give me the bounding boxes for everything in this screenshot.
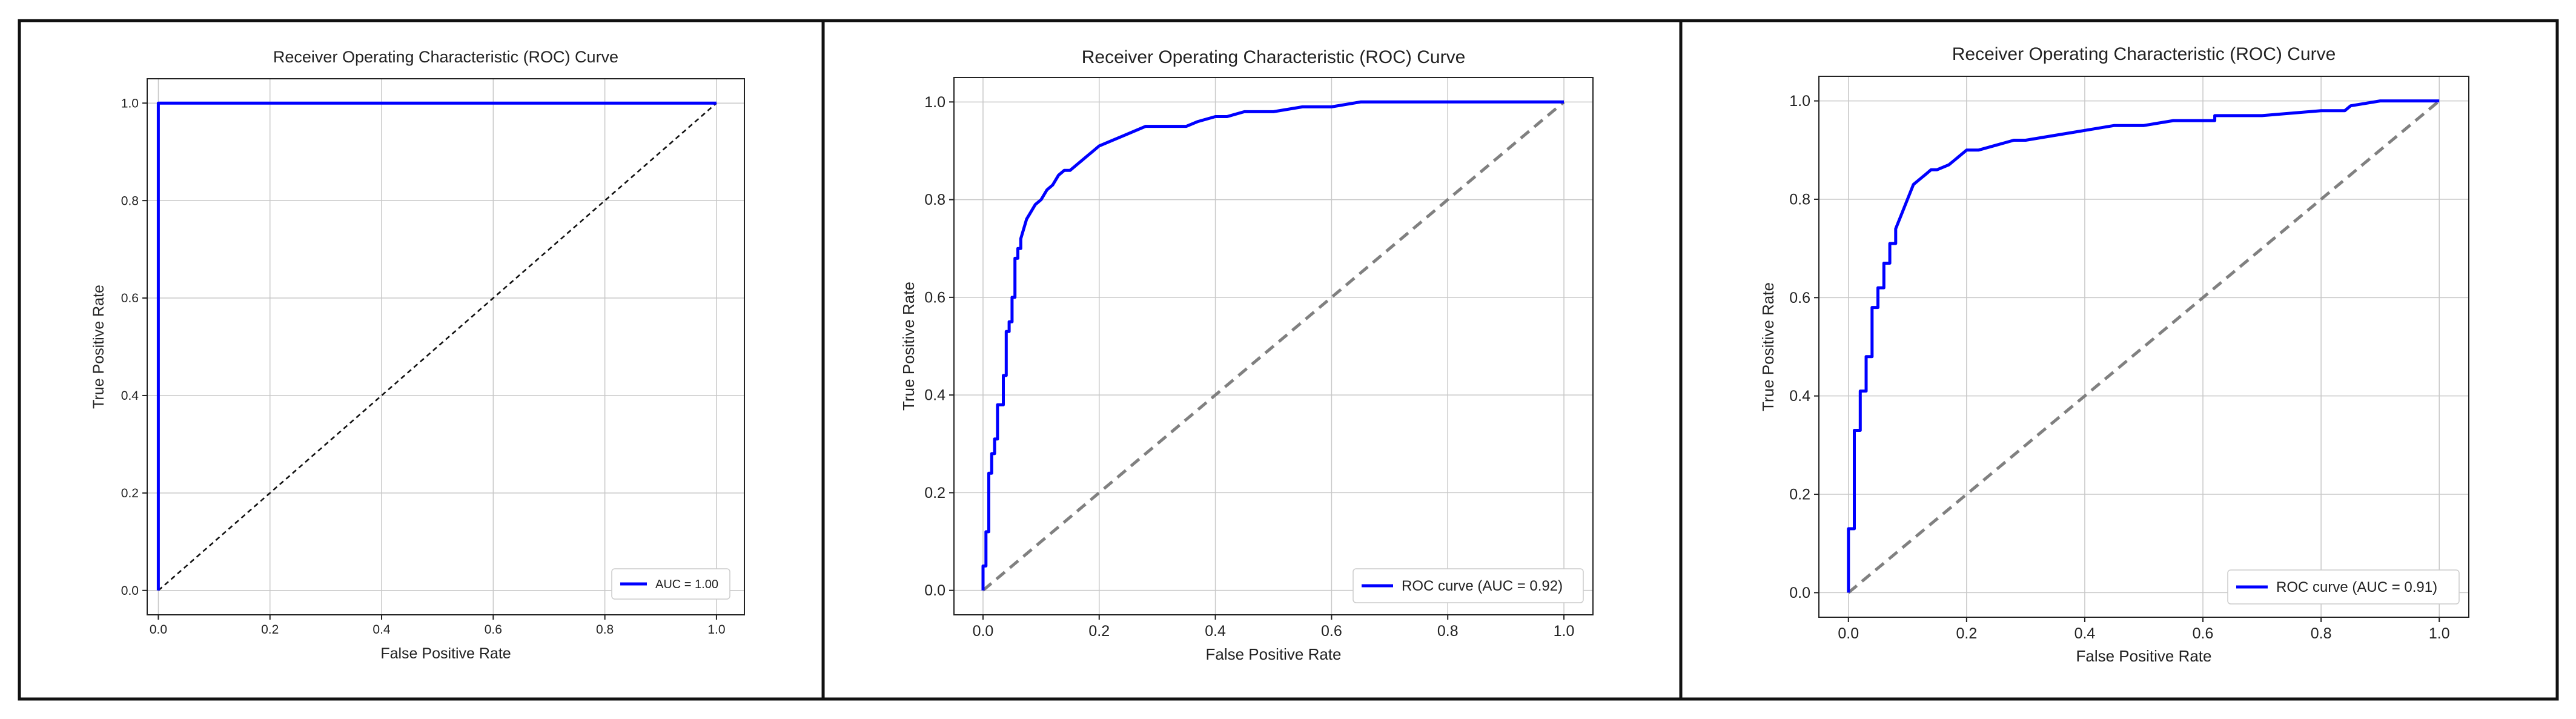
roc-curve-line-0 [156, 101, 717, 591]
chart-title: Receiver Operating Characteristic (ROC) … [1082, 47, 1466, 67]
legend: ROC curve (AUC = 0.91) [2227, 569, 2460, 605]
y-tick-label-0: 0.0 [924, 582, 945, 599]
plot-area [1819, 76, 2469, 617]
roc-chart-2: 0.0 0.2 0.4 0.6 0.8 1.0 0.0 0.2 0.4 0.6 0.8 1.0 Rece… [899, 47, 1594, 663]
y-tick-labels: 0.0 0.2 0.4 0.6 0.8 1.0 [1789, 93, 1819, 601]
x-axis-label: False Positive Rate [1206, 645, 1342, 663]
diagonal-reference-line [982, 101, 1565, 592]
x-tick-label-4: 0.8 [596, 623, 614, 637]
y-tick-label-0: 0.0 [121, 584, 139, 598]
x-tick-label-0: 0.0 [150, 623, 167, 637]
legend: AUC = 1.00 [611, 568, 730, 600]
y-tick-label-5: 1.0 [924, 94, 945, 111]
legend-box [2227, 569, 2460, 605]
y-tick-label-3: 0.6 [121, 291, 139, 305]
y-tick-label-2: 0.4 [1789, 388, 1810, 405]
x-tick-labels: 0.0 0.2 0.4 0.6 0.8 1.0 [150, 615, 726, 637]
y-axis-label: True Positive Rate [1759, 282, 1777, 411]
y-tick-label-5: 1.0 [121, 96, 139, 110]
y-tick-label-4: 0.8 [924, 191, 945, 208]
roc-chart-3: 0.0 0.2 0.4 0.6 0.8 1.0 0.0 0.2 0.4 0.6 0.8 1.0 Rece… [1759, 44, 2469, 665]
y-tick-label-5: 1.0 [1789, 93, 1810, 110]
roc-chart-1: 0.0 0.2 0.4 0.6 0.8 1.0 0.0 0.2 0.4 0.6 0.8 1.0 Rece… [90, 48, 745, 662]
x-tick-label-5: 1.0 [1554, 623, 1575, 640]
panel-border-outline [18, 19, 2559, 701]
legend: ROC curve (AUC = 0.92) [1353, 568, 1584, 603]
y-tick-label-1: 0.2 [924, 485, 945, 502]
legend-box [611, 568, 730, 600]
legend-label: ROC curve (AUC = 0.92) [1402, 578, 1563, 594]
diagonal-reference-line [157, 102, 717, 591]
diagonal-reference-line [1847, 99, 2440, 594]
y-axis-label: True Positive Rate [899, 282, 918, 411]
y-tick-label-2: 0.4 [121, 389, 139, 403]
y-tick-label-1: 0.2 [1789, 486, 1810, 503]
y-tick-label-0: 0.0 [1789, 585, 1810, 601]
x-tick-label-3: 0.6 [485, 623, 502, 637]
x-tick-label-2: 0.4 [372, 623, 391, 637]
y-axis-label: True Positive Rate [90, 285, 107, 409]
grid-lines [954, 78, 1593, 615]
x-tick-label-1: 0.2 [261, 623, 279, 637]
x-tick-label-1: 0.2 [1956, 625, 1977, 642]
y-tick-label-1: 0.2 [121, 486, 139, 500]
x-tick-label-5: 1.0 [707, 623, 725, 637]
x-tick-label-2: 0.4 [1205, 623, 1226, 640]
x-tick-label-2: 0.4 [2074, 625, 2096, 642]
plot-area [147, 79, 744, 615]
axes-frame [147, 78, 745, 615]
legend-label: ROC curve (AUC = 0.91) [2276, 579, 2437, 595]
y-tick-label-4: 0.8 [1789, 191, 1810, 208]
x-tick-labels: 0.0 0.2 0.4 0.6 0.8 1.0 [973, 615, 1575, 640]
x-tick-label-4: 0.8 [1437, 623, 1459, 640]
x-axis-label: False Positive Rate [2076, 647, 2212, 665]
x-tick-label-1: 0.2 [1088, 623, 1110, 640]
roc-curve-line-0 [981, 100, 1564, 591]
y-tick-labels: 0.0 0.2 0.4 0.6 0.8 1.0 [121, 96, 147, 598]
x-tick-label-0: 0.0 [1838, 625, 1859, 642]
x-tick-labels: 0.0 0.2 0.4 0.6 0.8 1.0 [1838, 617, 2450, 642]
x-tick-label-0: 0.0 [973, 623, 994, 640]
x-axis-label: False Positive Rate [380, 645, 511, 662]
chart-title: Receiver Operating Characteristic (ROC) … [1952, 44, 2336, 64]
y-tick-labels: 0.0 0.2 0.4 0.6 0.8 1.0 [924, 94, 954, 599]
axes-frame [1818, 76, 2469, 618]
y-tick-label-3: 0.6 [1789, 290, 1810, 306]
x-tick-label-5: 1.0 [2429, 625, 2450, 642]
y-tick-label-4: 0.8 [121, 194, 139, 208]
chart-title: Receiver Operating Characteristic (ROC) … [273, 48, 618, 66]
x-tick-label-3: 0.6 [1321, 623, 1342, 640]
roc-curve-line-0 [1847, 99, 2440, 593]
grid-lines [1819, 76, 2469, 617]
y-tick-label-2: 0.4 [924, 387, 945, 404]
legend-label: AUC = 1.00 [655, 578, 718, 591]
x-tick-label-3: 0.6 [2193, 625, 2214, 642]
y-tick-label-3: 0.6 [924, 289, 945, 306]
axes-frame [953, 77, 1594, 615]
legend-box [1353, 568, 1584, 603]
x-tick-label-4: 0.8 [2311, 625, 2332, 642]
